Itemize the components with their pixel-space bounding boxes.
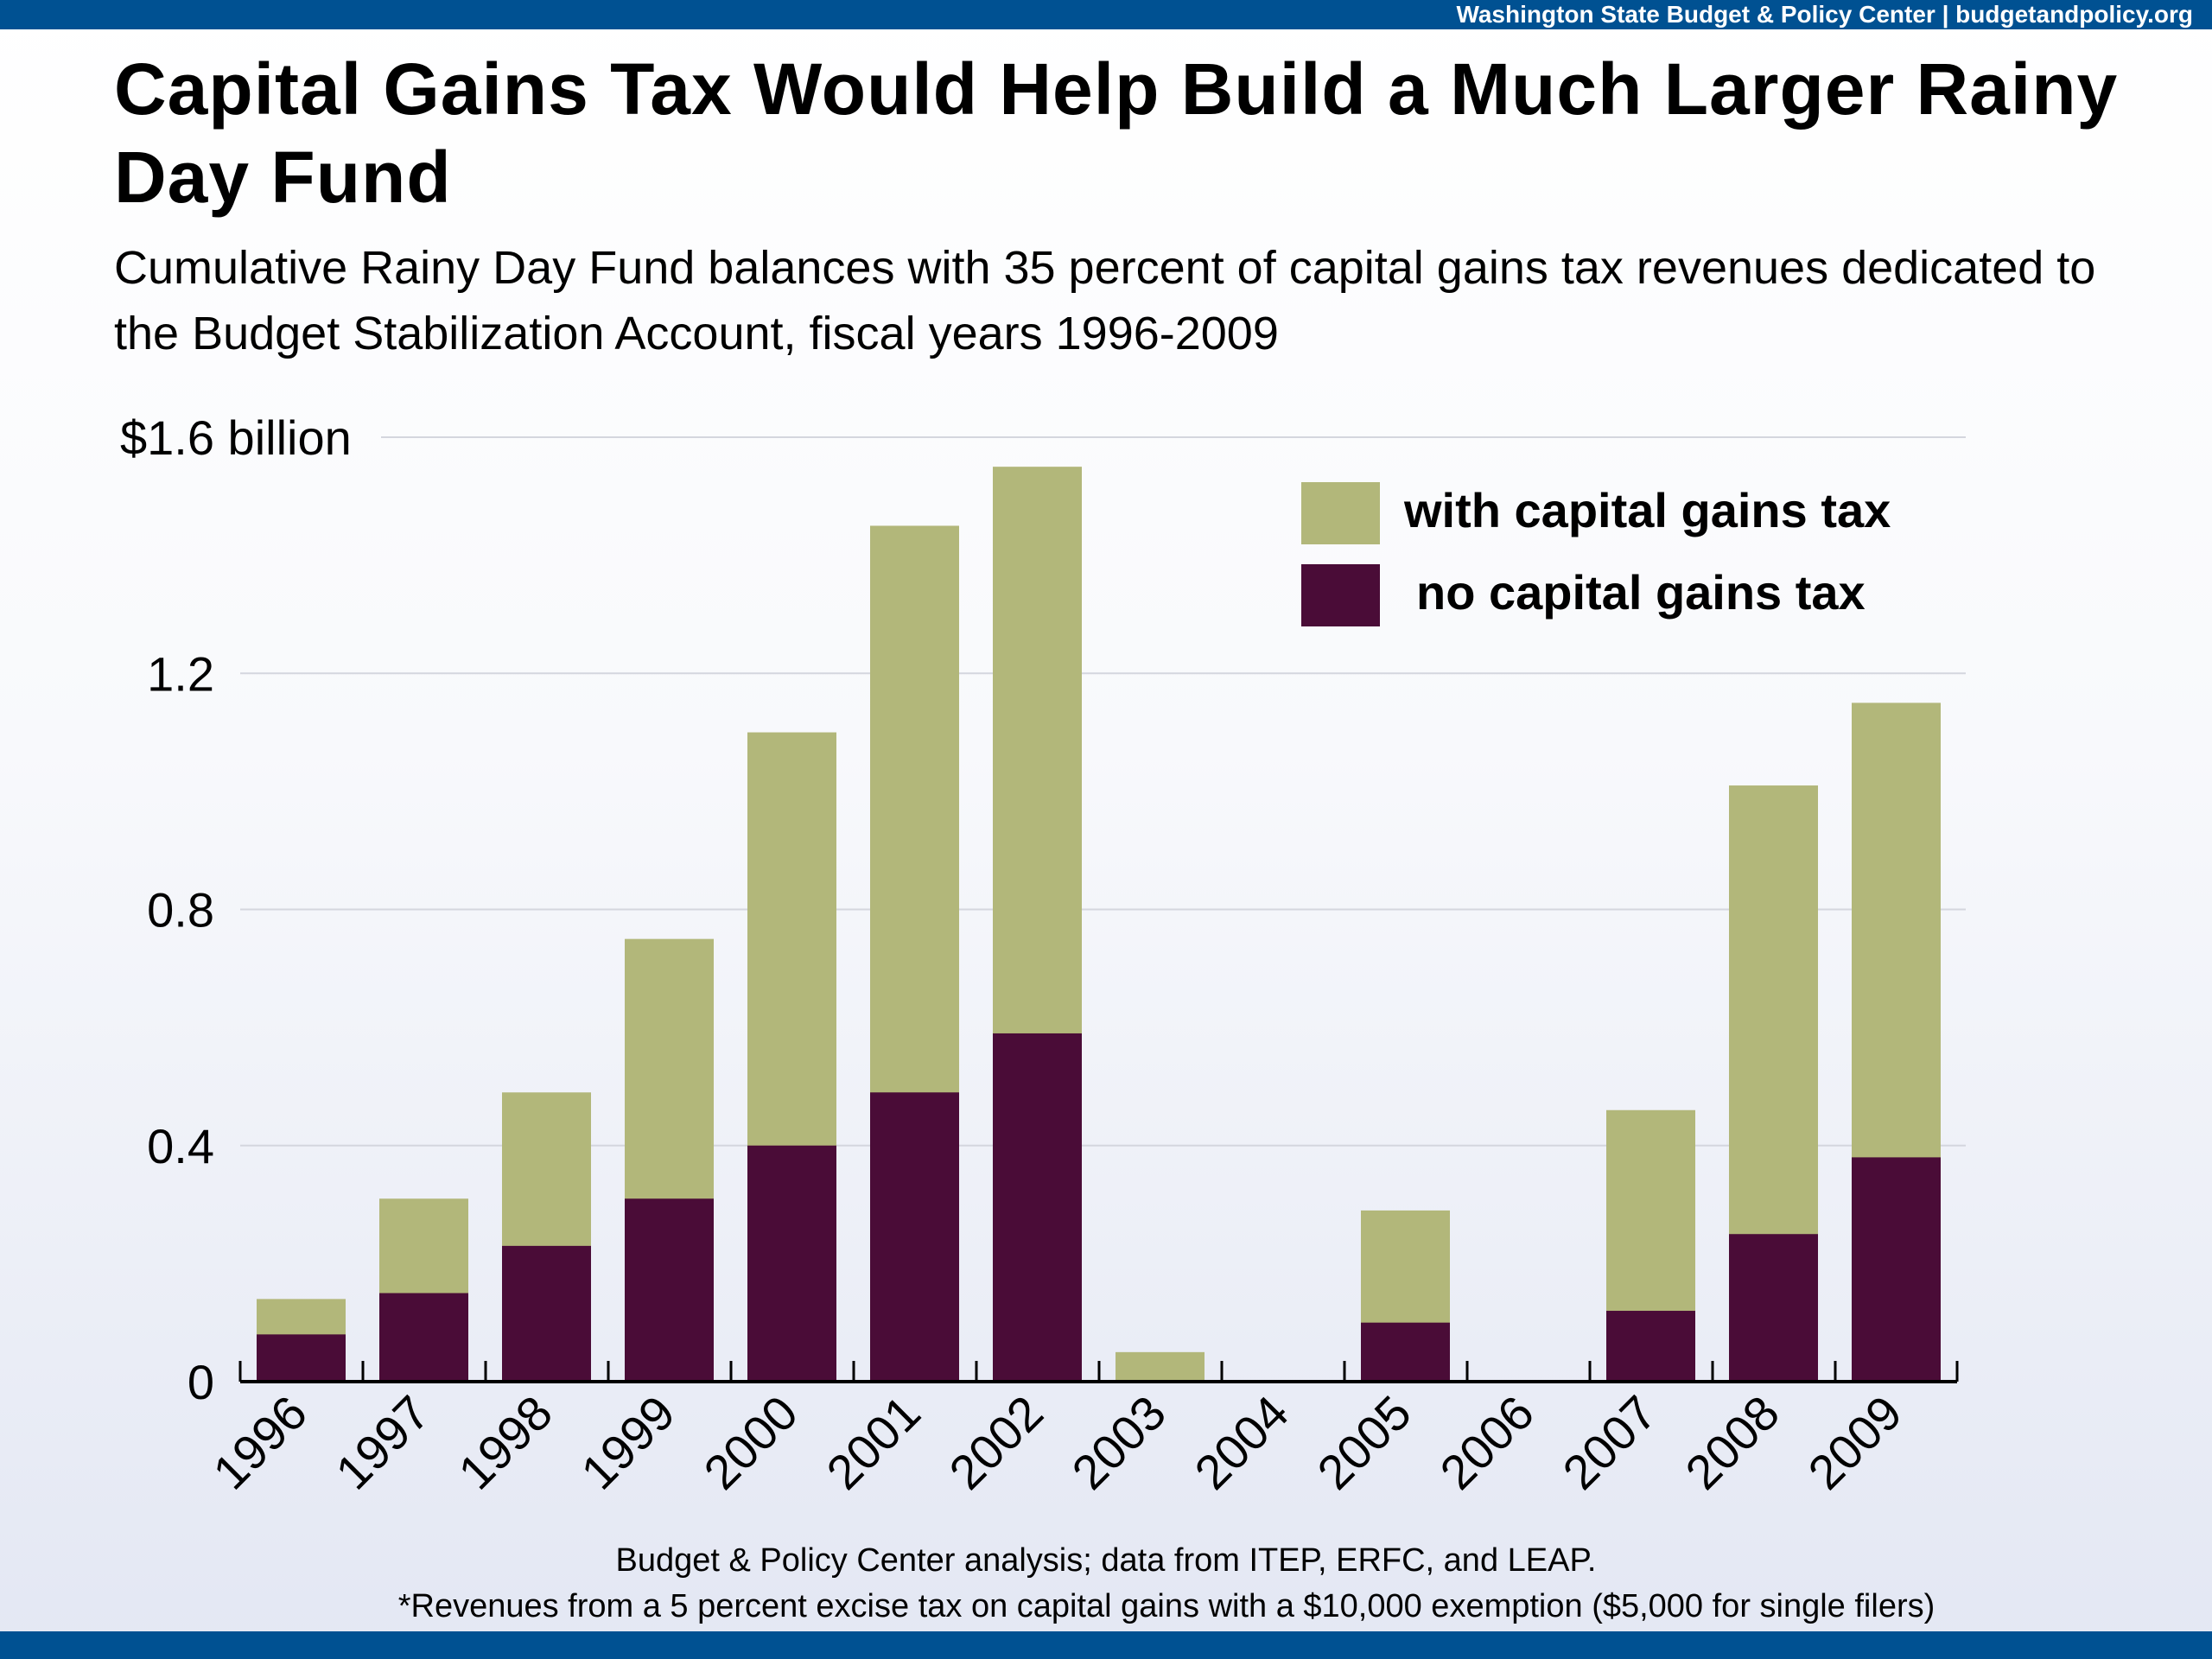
- x-tick-label: 1998: [448, 1385, 563, 1500]
- footnote: *Revenues from a 5 percent excise tax on…: [397, 1588, 1936, 1624]
- x-tick-label: 2007: [1552, 1385, 1667, 1500]
- x-tick-label: 1996: [202, 1385, 317, 1500]
- bar-1998-no-tax: [502, 1245, 591, 1382]
- x-tick-label: 2008: [1675, 1385, 1789, 1500]
- org-credit: Washington State Budget & Policy Center …: [1456, 1, 2193, 28]
- x-tick-label: 1997: [325, 1385, 440, 1500]
- bar-1999-no-tax: [625, 1198, 714, 1382]
- x-tick-label: 2002: [938, 1385, 1053, 1500]
- bar-2007-no-tax: [1606, 1311, 1695, 1382]
- x-tick-label: 2009: [1797, 1385, 1912, 1500]
- legend-swatch: [1301, 564, 1380, 626]
- bar-2002-no-tax: [993, 1033, 1082, 1382]
- bar-2001-no-tax: [870, 1092, 959, 1382]
- x-tick-label: 2004: [1184, 1385, 1299, 1500]
- header-bar: Washington State Budget & Policy Center …: [0, 0, 2212, 29]
- legend-swatch: [1301, 482, 1380, 544]
- bar-2003-with-tax: [1116, 1351, 1205, 1382]
- x-tick-label: 2005: [1306, 1385, 1421, 1500]
- x-tick-label: 2000: [693, 1385, 808, 1500]
- x-tick-label: 2003: [1061, 1385, 1176, 1500]
- bar-2009-no-tax: [1852, 1157, 1941, 1382]
- x-tick-label: 2001: [816, 1385, 931, 1500]
- bar-2008-no-tax: [1729, 1234, 1818, 1382]
- footer-bar: [0, 1631, 2212, 1659]
- bar-1996-no-tax: [257, 1334, 346, 1382]
- y-tick-label: 0: [188, 1355, 214, 1409]
- bar-1997-no-tax: [379, 1293, 468, 1382]
- source-note: Budget & Policy Center analysis; data fr…: [615, 1542, 1597, 1579]
- y-tick-label: $1.6 billion: [120, 410, 352, 465]
- y-tick-label: 1.2: [147, 646, 214, 701]
- x-tick-label: 1999: [570, 1385, 685, 1500]
- chart-subtitle: Cumulative Rainy Day Fund balances with …: [114, 242, 2096, 359]
- y-tick-label: 0.4: [147, 1119, 214, 1173]
- y-tick-label: 0.8: [147, 883, 214, 938]
- bar-2005-no-tax: [1361, 1322, 1450, 1382]
- legend-label: no capital gains tax: [1416, 565, 1866, 620]
- chart-title: Capital Gains Tax Would Help Build a Muc…: [114, 48, 2119, 218]
- bar-2000-no-tax: [747, 1145, 836, 1382]
- x-tick-label: 2006: [1429, 1385, 1544, 1500]
- legend-label: with capital gains tax: [1403, 483, 1891, 537]
